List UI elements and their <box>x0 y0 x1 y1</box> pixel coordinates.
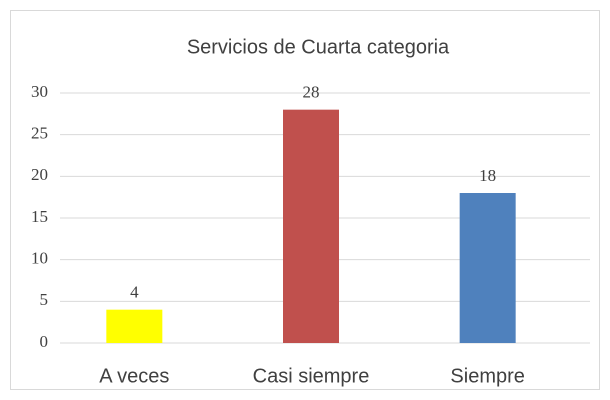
y-tick-label: 20 <box>31 165 48 184</box>
chart-title: Servicios de Cuarta categoria <box>187 36 450 58</box>
data-label: 28 <box>303 83 320 102</box>
y-tick-label: 15 <box>31 207 48 226</box>
bar <box>283 109 339 344</box>
bar <box>459 193 516 343</box>
y-tick-label: 25 <box>31 124 48 143</box>
x-tick-label: Casi siempre <box>253 365 370 387</box>
bar <box>106 309 163 343</box>
data-label: 4 <box>130 283 139 302</box>
y-tick-label: 5 <box>40 290 49 309</box>
x-tick-label: A veces <box>99 365 169 387</box>
data-label: 18 <box>479 166 496 185</box>
y-tick-label: 30 <box>31 82 48 101</box>
x-tick-label: Siempre <box>450 365 524 387</box>
y-tick-label: 10 <box>31 249 48 268</box>
y-tick-label: 0 <box>40 332 49 351</box>
